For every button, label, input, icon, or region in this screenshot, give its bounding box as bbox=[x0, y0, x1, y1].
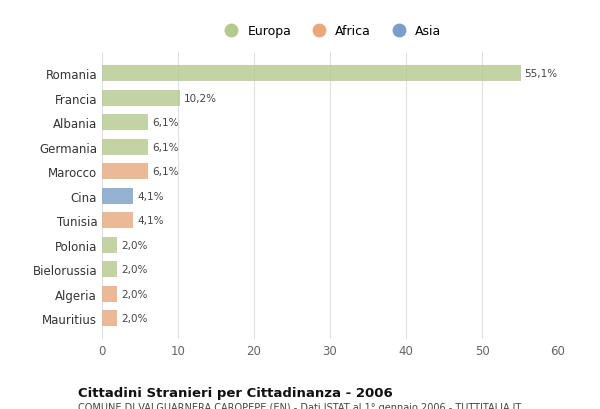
Bar bbox=[102, 310, 117, 326]
Text: 6,1%: 6,1% bbox=[152, 142, 179, 153]
Text: 55,1%: 55,1% bbox=[524, 69, 557, 79]
Text: 4,1%: 4,1% bbox=[137, 191, 163, 201]
Text: 2,0%: 2,0% bbox=[121, 289, 148, 299]
Bar bbox=[102, 115, 148, 131]
Bar bbox=[102, 164, 148, 180]
Bar bbox=[102, 262, 117, 278]
Text: 2,0%: 2,0% bbox=[121, 265, 148, 274]
Text: Cittadini Stranieri per Cittadinanza - 2006: Cittadini Stranieri per Cittadinanza - 2… bbox=[78, 387, 393, 400]
Text: 2,0%: 2,0% bbox=[121, 314, 148, 324]
Bar bbox=[102, 286, 117, 302]
Text: 6,1%: 6,1% bbox=[152, 118, 179, 128]
Text: 10,2%: 10,2% bbox=[184, 94, 217, 103]
Bar bbox=[102, 139, 148, 155]
Bar bbox=[102, 213, 133, 229]
Bar bbox=[102, 237, 117, 253]
Text: 6,1%: 6,1% bbox=[152, 167, 179, 177]
Bar bbox=[102, 189, 133, 204]
Text: 4,1%: 4,1% bbox=[137, 216, 163, 226]
Bar bbox=[102, 91, 179, 106]
Text: COMUNE DI VALGUARNERA CAROPEPE (EN) - Dati ISTAT al 1° gennaio 2006 - TUTTITALIA: COMUNE DI VALGUARNERA CAROPEPE (EN) - Da… bbox=[78, 402, 521, 409]
Text: 2,0%: 2,0% bbox=[121, 240, 148, 250]
Bar bbox=[102, 66, 521, 82]
Legend: Europa, Africa, Asia: Europa, Africa, Asia bbox=[219, 25, 441, 38]
